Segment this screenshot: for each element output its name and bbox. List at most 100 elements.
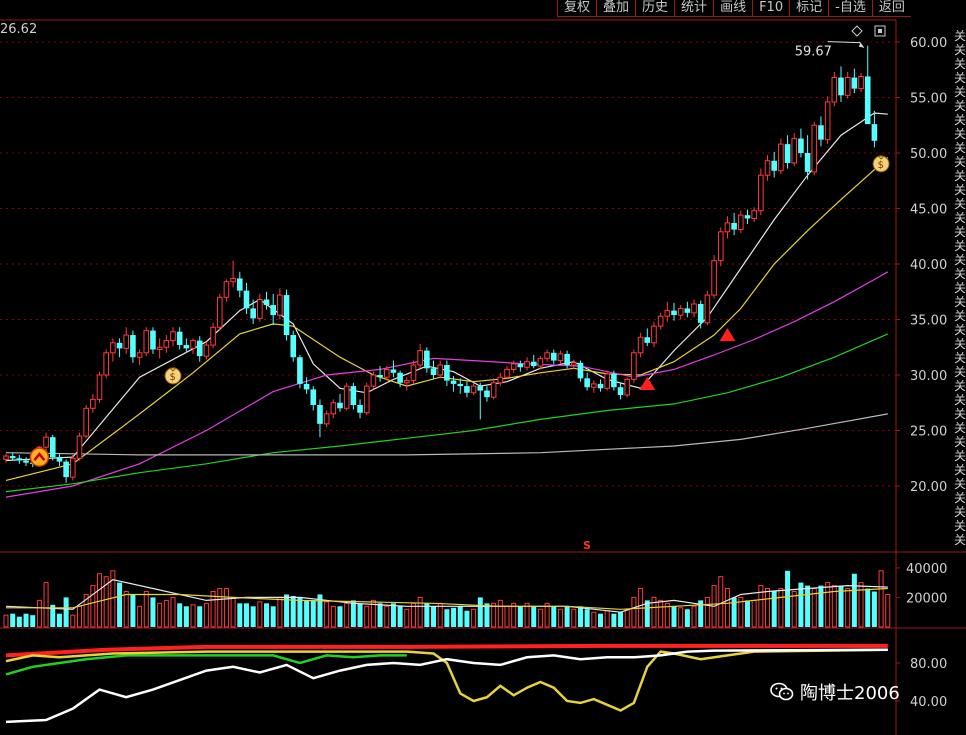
candle: [56, 453, 63, 467]
side-strip-char: 关: [954, 421, 966, 435]
candle-body: [397, 372, 403, 383]
candle-body: [711, 260, 717, 296]
candle: [537, 356, 544, 370]
candle: [96, 371, 103, 403]
candle-body: [571, 362, 577, 366]
indicator-line: [5, 654, 407, 676]
candle: [430, 360, 437, 380]
volume-bar: [297, 597, 303, 627]
side-strip-char: 关: [954, 99, 966, 113]
candle: [263, 291, 270, 310]
volume-ma_yellow-line: [6, 587, 888, 610]
toolbar-button-3[interactable]: 统计: [674, 0, 714, 17]
candle: [70, 454, 76, 481]
volume-bar: [431, 606, 437, 627]
candle: [504, 366, 510, 380]
volume-bar: [330, 605, 336, 628]
price-tick-label: 55.00: [910, 92, 947, 107]
candle-body: [70, 457, 76, 478]
candle: [664, 301, 671, 322]
volume-bar: [230, 596, 236, 628]
candle: [484, 386, 490, 402]
candle: [564, 350, 570, 369]
candle-body: [243, 290, 250, 309]
candle: [717, 227, 724, 267]
candle: [270, 293, 276, 326]
candle: [804, 135, 811, 180]
candle-body: [216, 296, 223, 328]
candle-body: [470, 385, 477, 394]
candle: [517, 360, 524, 372]
candle: [417, 343, 423, 369]
candle: [858, 73, 864, 92]
candle: [196, 336, 203, 362]
side-strip-char: 关: [954, 393, 966, 407]
candle-body: [738, 214, 744, 231]
side-strip-char: 关: [954, 71, 966, 85]
side-strip-char: 关: [954, 351, 966, 365]
candle: [751, 207, 757, 222]
volume-bar: [157, 602, 163, 628]
candle-body: [510, 363, 517, 370]
toolbar-button-0[interactable]: 复权: [557, 0, 597, 17]
candle: [611, 370, 617, 391]
volume-bar: [778, 588, 784, 628]
side-strip-char: 关: [954, 183, 966, 197]
volume-bar: [858, 582, 864, 628]
candle-body: [83, 407, 89, 437]
toolbar-button-8[interactable]: 返回: [871, 0, 911, 17]
candle: [237, 271, 243, 298]
candle-body: [484, 390, 490, 398]
toolbar-button-4[interactable]: 画线: [713, 0, 753, 17]
candle-body: [123, 334, 130, 349]
volume-bar: [598, 613, 604, 627]
volume-bar: [451, 607, 457, 627]
volume-bar: [497, 599, 503, 628]
volume-bar: [364, 605, 370, 628]
candle-body: [330, 402, 337, 415]
volume-bar: [264, 603, 270, 627]
toolbar-button-2[interactable]: 历史: [635, 0, 675, 17]
volume-bar: [290, 595, 296, 627]
volume-bar: [56, 613, 62, 627]
volume-bar: [103, 576, 109, 628]
volume-bar: [751, 599, 757, 628]
candle-body: [764, 160, 771, 176]
candle: [864, 45, 871, 125]
candle: [444, 360, 450, 387]
price-tick-label: 40.00: [910, 258, 947, 273]
volume-bar: [871, 591, 877, 627]
candle: [250, 299, 256, 324]
toolbar-button-1[interactable]: 叠加: [596, 0, 636, 17]
candle: [170, 327, 176, 347]
volume-tick-label: 40000: [906, 562, 947, 577]
volume-bar: [170, 596, 176, 628]
volume-bar: [50, 604, 56, 627]
volume-bar: [384, 605, 390, 628]
candle-body: [43, 436, 49, 448]
candle-body: [564, 353, 570, 366]
candle-body: [277, 294, 283, 316]
candle-body: [871, 124, 878, 141]
candle: [738, 210, 744, 233]
candle: [397, 370, 403, 388]
candle: [778, 138, 784, 175]
volume-bar: [537, 608, 543, 628]
candle: [203, 341, 210, 360]
volume-bar: [177, 603, 183, 627]
volume-bar: [524, 602, 530, 628]
toolbar-button-7[interactable]: -自选: [828, 0, 872, 17]
candle-body: [156, 346, 163, 350]
candle: [350, 382, 357, 410]
volume-bar: [544, 602, 550, 628]
volume-bar: [63, 597, 69, 627]
volume-bar: [557, 608, 563, 628]
toolbar-button-5[interactable]: F10: [752, 0, 790, 17]
candle-body: [544, 352, 550, 359]
toolbar-button-6[interactable]: 标记: [789, 0, 829, 17]
candle: [697, 300, 704, 329]
volume-bar: [477, 597, 483, 627]
volume-bar: [564, 606, 570, 627]
candle: [410, 360, 417, 384]
